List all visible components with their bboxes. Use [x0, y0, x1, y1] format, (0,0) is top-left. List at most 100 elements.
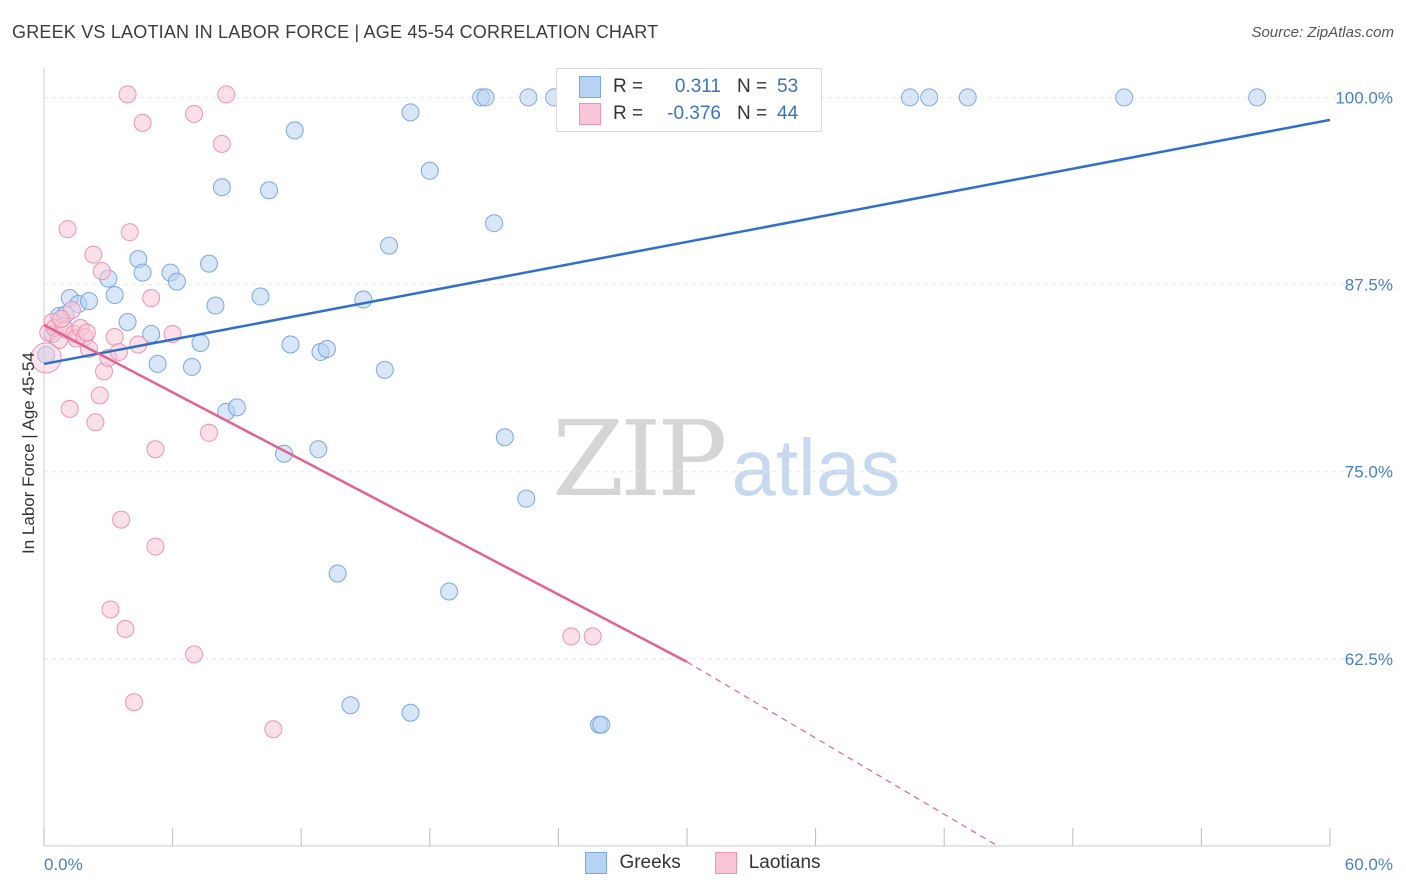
watermark-atlas: atlas [731, 423, 901, 512]
greeks-point [519, 88, 538, 107]
laotians-point [120, 223, 139, 242]
legend-r-value: -0.376 [667, 103, 721, 124]
greeks-point [592, 715, 611, 734]
laotians-point [112, 510, 131, 529]
laotians-point [185, 104, 204, 123]
grid-layer [44, 96, 1392, 660]
laotians-point [146, 440, 165, 459]
laotians-trend-extension [686, 661, 999, 847]
greeks-point [900, 88, 919, 107]
greeks-point [485, 214, 504, 233]
points-layer [30, 85, 1267, 739]
y-tick-label: 100.0% [1335, 88, 1393, 107]
laotians-point [60, 399, 79, 418]
legend-row-laotians: R = -0.376 N = 44 [579, 101, 798, 127]
x-tick-label: 60.0% [1345, 855, 1393, 874]
greeks-trend-line [43, 118, 1331, 366]
laotians-point [133, 113, 152, 132]
greeks-point [309, 440, 328, 459]
greeks-point [495, 428, 514, 447]
legend-item-laotians[interactable]: Laotians [714, 852, 821, 874]
legend-n-label: N = [737, 103, 768, 124]
greeks-point [200, 254, 219, 273]
greeks-point [118, 313, 137, 331]
laotians-point [583, 627, 602, 646]
greeks-legend-swatch [585, 852, 608, 874]
legend-n-label: N = [737, 76, 768, 97]
laotians-point [86, 413, 105, 432]
greeks-point [260, 181, 279, 200]
y-tick-label: 62.5% [1345, 650, 1393, 669]
greeks-point [401, 103, 420, 122]
laotians-point [264, 720, 283, 739]
greeks-point [167, 272, 186, 291]
laotians-point [146, 537, 165, 556]
watermark-zip: ZIP [552, 398, 727, 520]
greeks-point [1115, 88, 1134, 107]
y-axis-label: In Labor Force | Age 45-54 [19, 352, 38, 554]
laotians-point [212, 134, 231, 153]
laotians-point [185, 645, 204, 664]
greeks-point [440, 582, 459, 601]
laotians-point [30, 342, 62, 374]
laotians-trend-line [43, 323, 688, 663]
greeks-point [281, 335, 300, 354]
laotians-point [92, 262, 111, 281]
greeks-swatch [579, 76, 601, 98]
laotians-point [562, 627, 581, 646]
legend-r-label: R = [613, 103, 644, 124]
greeks-point [341, 696, 360, 715]
laotians-point [116, 619, 135, 638]
greeks-point [191, 333, 210, 352]
laotians-legend-label: Laotians [748, 852, 821, 873]
trend-layer [43, 118, 1331, 847]
greeks-point [1248, 88, 1267, 107]
axis-layer [43, 68, 1331, 847]
laotians-point [142, 289, 161, 308]
laotians-point [125, 693, 144, 712]
greeks-point [317, 339, 336, 358]
greeks-point [182, 357, 201, 376]
laotians-point [101, 600, 120, 619]
greeks-point [401, 703, 420, 722]
greeks-point [920, 88, 939, 107]
greeks-point [285, 121, 304, 140]
greeks-point [133, 263, 152, 282]
legend-n-value: 53 [777, 76, 799, 97]
laotians-point [90, 386, 109, 405]
greeks-point [375, 360, 394, 379]
source-label: Source: ZipAtlas.com [1251, 24, 1394, 41]
correlation-legend: R = 0.311 N = 53 R = -0.376 N = 44 [556, 68, 822, 132]
laotians-point [118, 85, 137, 104]
chart-title: GREEK VS LAOTIAN IN LABOR FORCE | AGE 45… [12, 22, 659, 42]
x-tick-label: 0.0% [44, 855, 83, 874]
laotians-point [105, 327, 124, 346]
greeks-point [80, 292, 99, 311]
series-legend: Greeks Laotians [0, 852, 1406, 874]
greeks-point [251, 287, 270, 306]
laotians-point [84, 245, 103, 264]
greeks-point [227, 398, 246, 417]
laotians-point [77, 323, 96, 342]
greeks-point [328, 564, 347, 583]
legend-row-greeks: R = 0.311 N = 53 [579, 74, 798, 100]
greeks-point [206, 296, 225, 315]
greeks-point [420, 161, 439, 180]
y-tick-label: 75.0% [1345, 463, 1393, 482]
greeks-point [380, 236, 399, 255]
greeks-legend-label: Greeks [619, 852, 681, 873]
greeks-point [212, 178, 231, 197]
greeks-point [476, 88, 495, 107]
greeks-point [958, 88, 977, 107]
laotians-legend-swatch [714, 852, 737, 874]
y-tick-label: 87.5% [1345, 276, 1393, 295]
laotians-point [200, 423, 219, 442]
laotians-swatch [579, 103, 601, 125]
legend-item-greeks[interactable]: Greeks [585, 852, 681, 874]
greeks-point [105, 286, 124, 305]
greeks-point [148, 354, 167, 373]
laotians-point [217, 85, 236, 104]
greeks-point [517, 489, 536, 508]
laotians-point [58, 220, 77, 239]
